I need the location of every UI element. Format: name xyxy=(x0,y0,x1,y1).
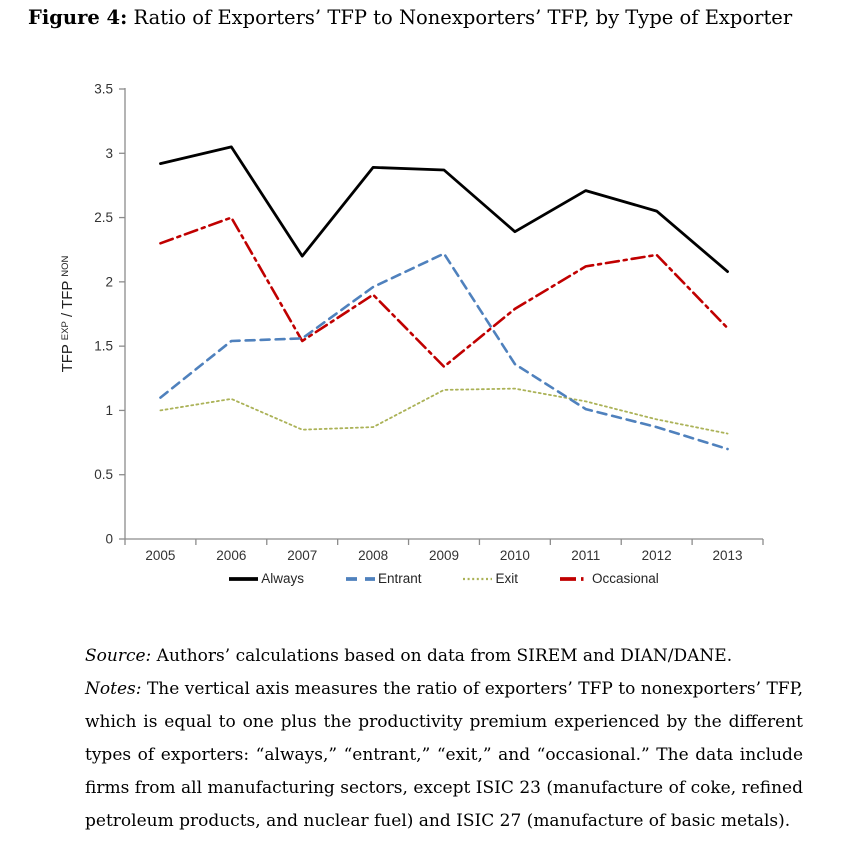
series-always-line xyxy=(159,145,729,274)
y-tick-label: 2.5 xyxy=(94,210,113,225)
series-occasional-line xyxy=(159,216,729,369)
x-tick-label: 2010 xyxy=(500,548,530,563)
y-tick-label: 1 xyxy=(105,403,113,418)
legend-item-entrant: Entrant xyxy=(345,571,422,586)
source-text: Authors’ calculations based on data from… xyxy=(156,646,733,666)
y-tick-label: 0.5 xyxy=(94,467,113,482)
y-tick-label: 3 xyxy=(105,146,113,161)
figure-title-label: Figure 4: xyxy=(28,6,128,29)
legend-label: Occasional xyxy=(592,571,659,586)
legend-key-occasional-icon xyxy=(560,576,589,581)
source-label: Source: xyxy=(85,646,152,666)
caption: Source: Authors’ calculations based on d… xyxy=(85,640,803,838)
x-tick-label: 2011 xyxy=(571,548,600,563)
y-tick-label: 1.5 xyxy=(94,339,113,354)
x-tick-label: 2009 xyxy=(429,548,459,563)
source-line: Source: Authors’ calculations based on d… xyxy=(85,640,803,673)
legend-key-exit-icon xyxy=(463,577,493,580)
x-tick-label: 2006 xyxy=(216,548,246,563)
series-entrant-line xyxy=(159,252,729,451)
x-tick-label: 2012 xyxy=(642,548,672,563)
legend-item-exit: Exit xyxy=(463,571,518,586)
legend-key-entrant-icon xyxy=(345,576,375,581)
legend-label: Entrant xyxy=(377,571,422,586)
legend-label: Always xyxy=(261,571,304,586)
x-tick-label: 2005 xyxy=(145,548,175,563)
legend-item-always: Always xyxy=(229,571,304,586)
figure-title-text: Ratio of Exporters’ TFP to Nonexporters’… xyxy=(133,6,793,29)
y-axis-title: TFP EXP / TFP NON xyxy=(59,255,76,372)
x-tick-label: 2013 xyxy=(713,548,743,563)
notes-text: The vertical axis measures the ratio of … xyxy=(85,679,803,831)
chart-plot: 0 0.5 1 1.5 2 2.5 3 3.5 2005 2006 2007 2008 2009 2010… xyxy=(59,82,764,563)
y-tick-label: 0 xyxy=(105,532,113,547)
series-exit-line xyxy=(159,387,729,435)
legend-label: Exit xyxy=(495,571,518,586)
y-tick-label: 2 xyxy=(105,274,113,289)
chart-legend: Always Entrant Exit Occasional xyxy=(125,571,763,586)
x-tick-label: 2007 xyxy=(287,548,317,563)
notes-label: Notes: xyxy=(85,679,142,699)
legend-key-always-icon xyxy=(229,576,259,581)
notes-line: Notes: The vertical axis measures the ra… xyxy=(85,673,803,838)
y-tick-label: 3.5 xyxy=(94,82,113,97)
x-tick-label: 2008 xyxy=(358,548,388,563)
figure-title: Figure 4: Ratio of Exporters’ TFP to Non… xyxy=(28,6,838,29)
legend-item-occasional: Occasional xyxy=(560,571,659,586)
